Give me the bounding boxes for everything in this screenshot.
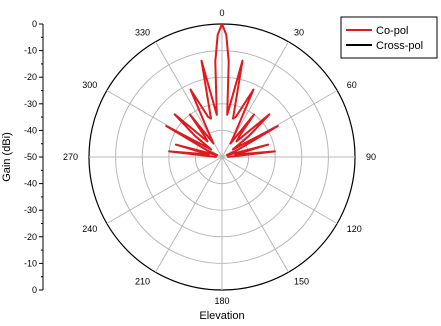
radial-tick-label: 0 — [32, 19, 37, 29]
grid-spoke — [155, 156, 223, 273]
angle-tick-label: 120 — [347, 224, 362, 234]
y-axis-title: Gain (dBi) — [1, 132, 13, 182]
x-axis-title: Elevation — [199, 310, 244, 322]
angle-tick-label: 270 — [63, 152, 78, 162]
angle-tick-label: 30 — [294, 27, 304, 37]
angle-tick-label: 150 — [294, 277, 309, 287]
radial-tick-label: -50 — [24, 152, 37, 162]
legend-label-cross-pol: Cross-pol — [376, 40, 423, 52]
radial-tick-label: -10 — [24, 258, 37, 268]
grid-spoke — [221, 156, 289, 273]
legend: Co-pol Cross-pol — [340, 16, 438, 59]
series-layer — [165, 23, 279, 158]
angle-tick-label: 90 — [366, 152, 376, 162]
radial-tick-label: -20 — [24, 232, 37, 242]
angle-tick-label: 240 — [82, 224, 97, 234]
grid-spoke — [221, 156, 338, 224]
radial-tick-label: 0 — [32, 285, 37, 295]
radial-tick-label: -30 — [24, 205, 37, 215]
legend-box — [340, 16, 438, 59]
radial-axis: 0 -10 -20 -30 -40 -50 -40 -30 -20 -10 0 — [24, 19, 44, 295]
legend-label-co-pol: Co-pol — [376, 25, 408, 37]
angle-tick-label: 180 — [214, 296, 229, 306]
angle-tick-label: 210 — [135, 277, 150, 287]
angle-spokes — [89, 24, 355, 290]
angle-tick-label: 60 — [347, 80, 357, 90]
angle-tick-label: 300 — [82, 80, 97, 90]
angle-tick-label: 0 — [219, 8, 224, 18]
radial-tick-label: -30 — [24, 99, 37, 109]
angle-tick-label: 330 — [135, 27, 150, 37]
radial-tick-label: -20 — [24, 72, 37, 82]
grid-spoke — [106, 156, 223, 224]
radial-tick-label: -40 — [24, 179, 37, 189]
angle-tick-labels: 0 30 60 90 120 150 180 210 240 270 300 330 — [63, 8, 376, 306]
radial-tick-label: -10 — [24, 46, 37, 56]
radial-tick-label: -40 — [24, 125, 37, 135]
series-line-co-pol — [165, 23, 279, 158]
